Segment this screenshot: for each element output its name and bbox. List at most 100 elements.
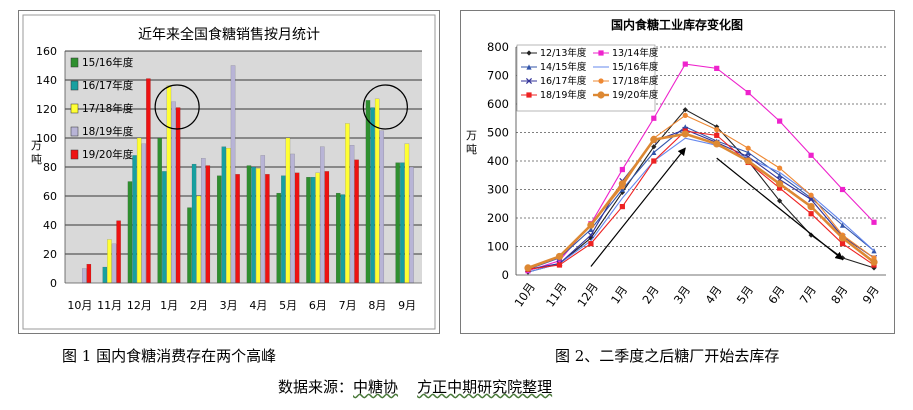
left-y-tick-label: 60 <box>43 190 57 203</box>
bar <box>320 146 325 284</box>
left-x-tick-label: 5月 <box>279 299 297 312</box>
bar <box>86 263 92 284</box>
line-marker <box>588 226 594 232</box>
left-chart-title: 近年来全国食糖销售按月统计 <box>138 26 320 43</box>
right-legend-label: 18/19年度 <box>540 89 587 101</box>
series-line <box>527 132 875 270</box>
line-marker <box>714 65 720 71</box>
right-y-tick-label: 0 <box>502 268 509 282</box>
bar <box>162 171 167 284</box>
right-x-tick-label: 5月 <box>734 283 756 306</box>
line-marker <box>681 130 689 138</box>
line-marker <box>588 241 594 247</box>
line-marker <box>556 258 563 264</box>
left-legend-swatch <box>70 80 79 91</box>
line-marker <box>777 198 783 204</box>
bar <box>340 194 346 284</box>
right-x-tick-label: 11月 <box>543 280 569 309</box>
source-org-2: 方正中期研究院整理 <box>417 378 553 396</box>
right-legend-label: 14/15年度 <box>540 61 587 73</box>
line-marker <box>713 140 721 148</box>
bar <box>136 137 142 284</box>
left-x-tick-label: 12月 <box>127 299 152 312</box>
line-marker <box>618 180 626 188</box>
bar <box>146 78 151 284</box>
right-y-tick-label: 800 <box>487 40 509 54</box>
right-x-tick-label: 7月 <box>797 283 819 306</box>
bar <box>116 220 121 284</box>
line-marker <box>808 211 814 217</box>
left-y-tick-label: 120 <box>36 103 57 116</box>
bar <box>111 243 117 284</box>
source-org-1: 中糖协 <box>353 378 399 396</box>
left-y-tick-label: 140 <box>36 74 57 87</box>
bar <box>294 172 300 284</box>
line-marker <box>744 157 752 165</box>
left-x-tick-label: 8月 <box>368 299 386 312</box>
left-legend-swatch <box>70 103 79 114</box>
bar <box>306 176 311 284</box>
line-marker <box>526 64 532 70</box>
right-legend-label: 15/16年度 <box>612 61 659 73</box>
bar <box>365 100 371 284</box>
bar <box>102 266 108 284</box>
bar <box>370 107 375 284</box>
bar <box>354 159 359 284</box>
bar <box>221 146 227 284</box>
right-legend-label: 16/17年度 <box>540 75 587 87</box>
right-figure-caption: 图 2、二季度之后糖厂开始去库存 <box>555 347 780 365</box>
right-y-tick-label: 100 <box>487 240 509 254</box>
bar <box>166 85 172 284</box>
bar <box>132 155 137 284</box>
line-marker <box>651 158 657 164</box>
left-y-tick-label: 160 <box>36 45 57 58</box>
bar <box>255 168 261 284</box>
line-marker <box>556 262 563 268</box>
bar <box>175 107 181 284</box>
bar <box>191 163 197 284</box>
right-y-tick-label: 700 <box>487 69 509 83</box>
bar <box>379 130 385 284</box>
bar <box>260 155 266 284</box>
trend-arrow <box>716 157 844 260</box>
right-x-tick-label: 6月 <box>765 283 787 306</box>
sugar-sales-bar-chart: 近年来全国食糖销售按月统计 0 20 40 60 80 100 120 140 160 万吨 10月 1… <box>22 14 436 330</box>
bar <box>141 143 147 284</box>
bar <box>400 162 405 284</box>
series-line <box>527 129 875 270</box>
line-marker <box>619 204 625 210</box>
right-y-tick-label: 200 <box>487 211 509 225</box>
bar <box>107 239 112 284</box>
series-line <box>527 137 875 273</box>
right-x-tick-label: 10月 <box>511 280 537 309</box>
bar <box>324 171 330 284</box>
bar <box>157 137 162 284</box>
bar <box>235 174 240 284</box>
right-legend-box <box>516 44 656 112</box>
bar <box>276 192 281 284</box>
data-source-line: 数据来源：中糖协 方正中期研究院整理 <box>278 376 552 397</box>
line-marker <box>807 203 815 211</box>
line-marker <box>808 195 814 201</box>
bar <box>290 153 295 284</box>
bar <box>187 207 192 284</box>
bar <box>395 162 400 284</box>
line-marker <box>597 91 605 99</box>
right-x-tick-label: 8月 <box>828 283 850 306</box>
bar <box>82 268 87 284</box>
right-x-tick-label: 12月 <box>574 280 600 309</box>
line-marker <box>777 185 783 191</box>
bar <box>201 158 206 284</box>
left-x-tick-label: 6月 <box>309 299 327 312</box>
line-marker <box>598 78 604 84</box>
line-marker <box>777 118 783 124</box>
line-marker <box>714 127 720 133</box>
left-legend-label: 16/17年度 <box>82 79 134 92</box>
left-legend-label: 19/20年度 <box>82 148 134 161</box>
bar <box>246 165 252 284</box>
highlight-circle <box>362 84 408 130</box>
line-marker <box>525 77 533 85</box>
bar <box>265 174 270 284</box>
left-x-tick-label: 7月 <box>339 299 357 312</box>
right-chart-title: 国内食糖工业库存变化图 <box>611 17 743 32</box>
